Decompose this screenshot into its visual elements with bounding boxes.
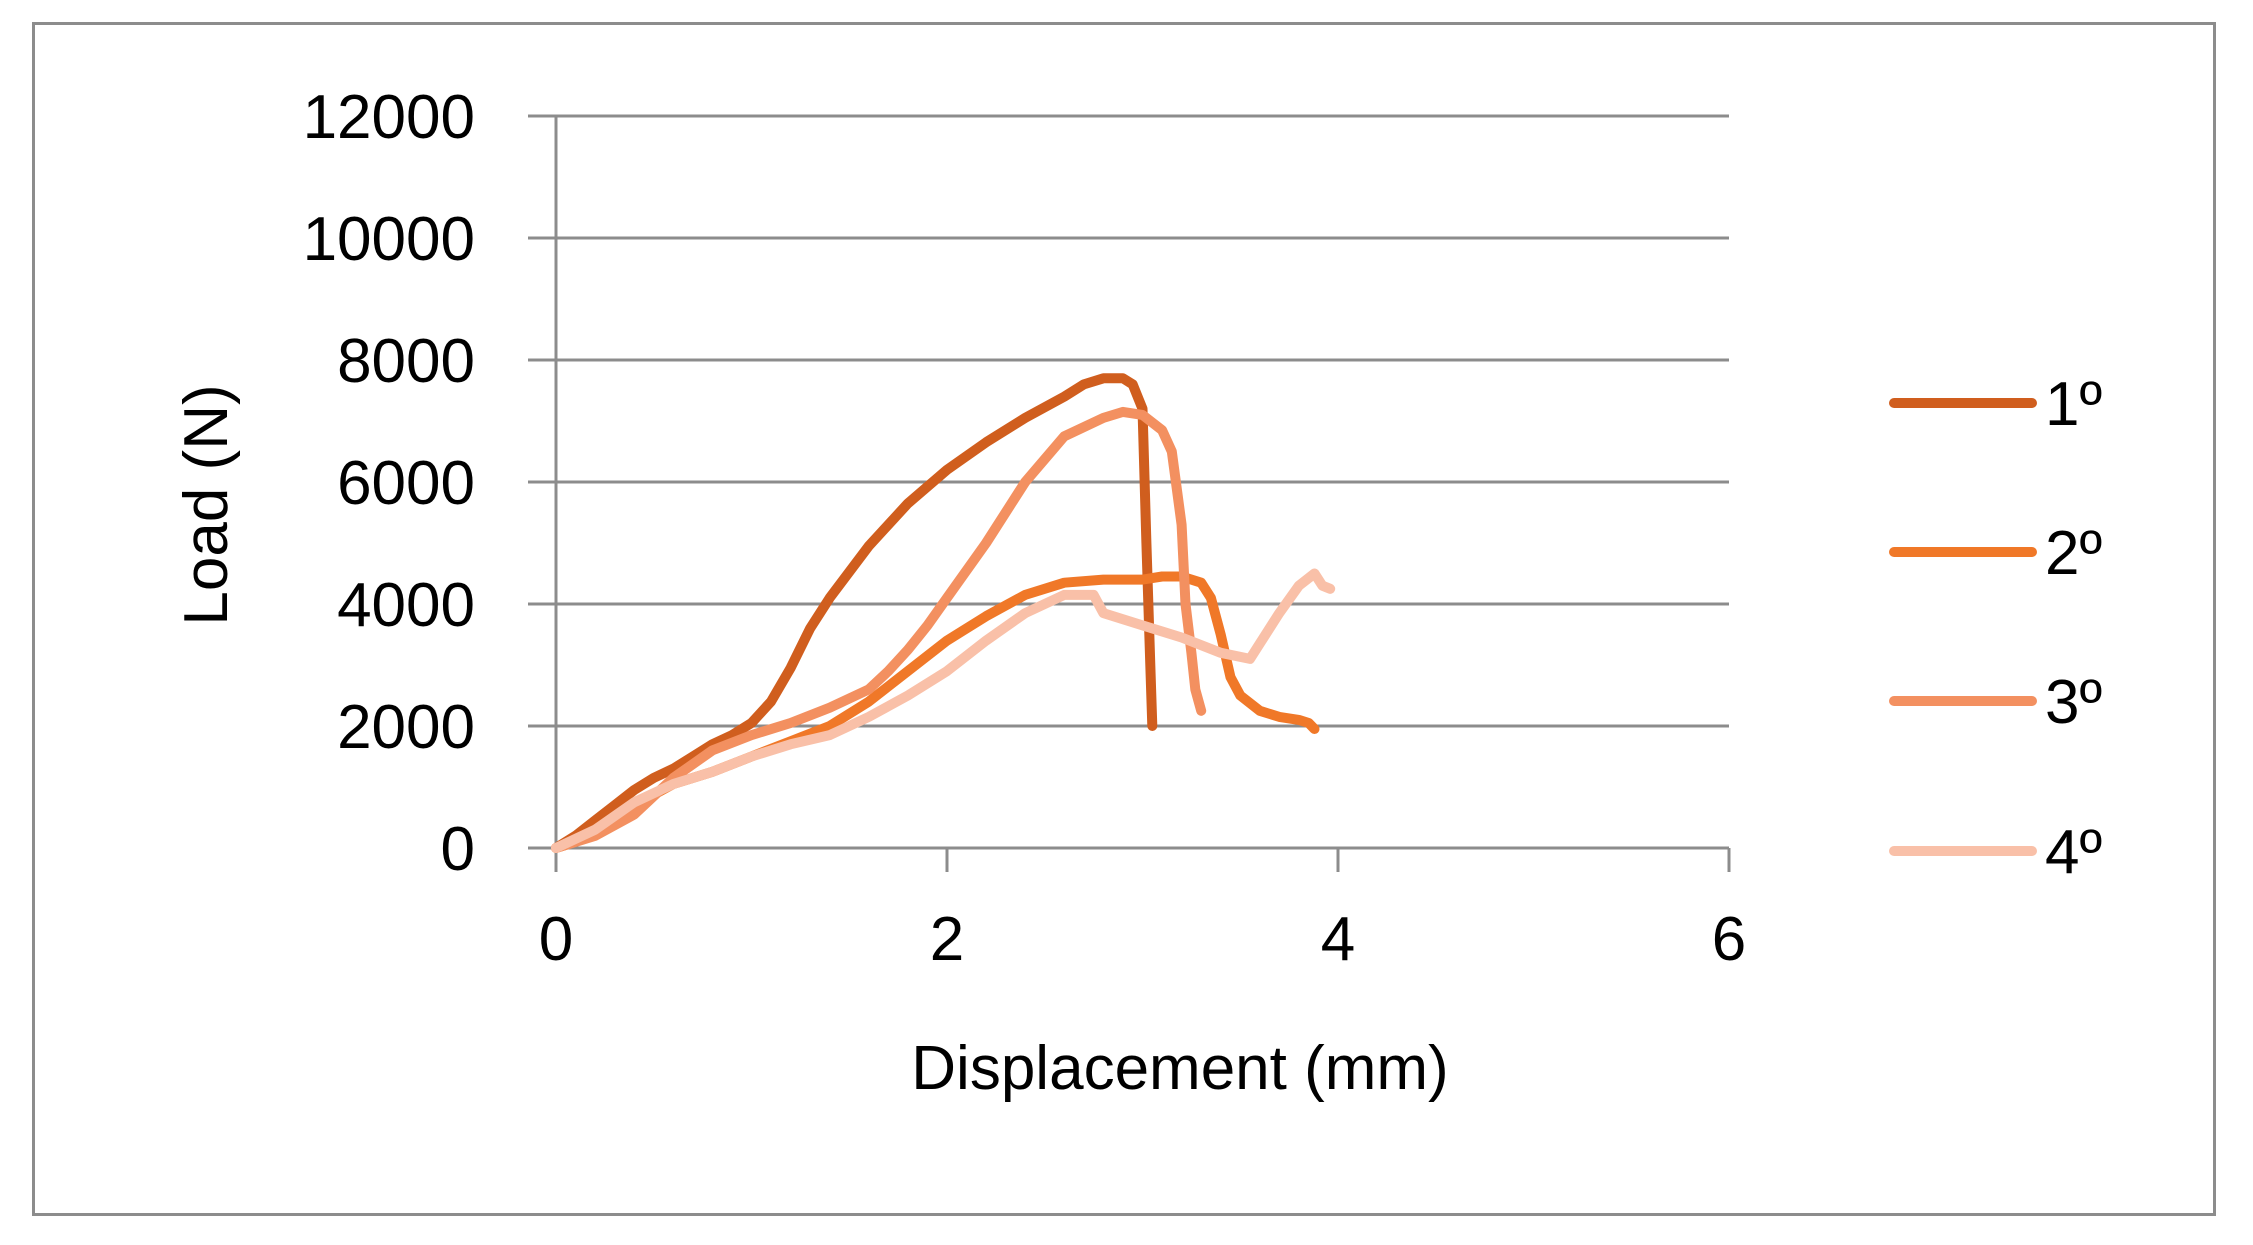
series-lines (551, 373, 1336, 853)
chart-svg: 0 2 4 6 0 2000 4000 6000 8000 10000 12000 Displac… (172, 83, 2102, 1103)
gridlines (528, 114, 1729, 728)
y-tick-label: 10000 (303, 205, 475, 274)
axes (528, 116, 1731, 872)
chart-frame: 0 2 4 6 0 2000 4000 6000 8000 10000 12000 Displac… (32, 22, 2216, 1216)
x-tick-label: 6 (1712, 905, 1746, 974)
series-line-3 (551, 406, 1207, 853)
y-tick-label: 8000 (337, 327, 475, 396)
series-line-4 (551, 568, 1336, 853)
y-tick-label: 12000 (303, 83, 475, 152)
x-tick-label: 2 (930, 905, 964, 974)
x-axis-title: Displacement (mm) (911, 1034, 1448, 1103)
y-tick-label: 2000 (337, 693, 475, 762)
legend-label-1: 1º (2045, 370, 2102, 439)
legend-label-4: 4º (2045, 818, 2102, 887)
y-tick-label: 4000 (337, 571, 475, 640)
y-tick-label: 6000 (337, 449, 475, 518)
legend-label-2: 2º (2045, 519, 2102, 588)
legend-label-3: 3º (2045, 668, 2102, 737)
x-tick-label: 0 (539, 905, 573, 974)
x-tick-label: 4 (1321, 905, 1355, 974)
y-tick-labels: 0 2000 4000 6000 8000 10000 12000 (303, 83, 475, 884)
y-axis-title: Load (N) (172, 384, 241, 625)
y-tick-label: 0 (441, 815, 475, 884)
series-line-1 (551, 373, 1158, 853)
legend: 1º 2º 3º 4º (1889, 370, 2102, 887)
x-tick-labels: 0 2 4 6 (539, 905, 1746, 974)
